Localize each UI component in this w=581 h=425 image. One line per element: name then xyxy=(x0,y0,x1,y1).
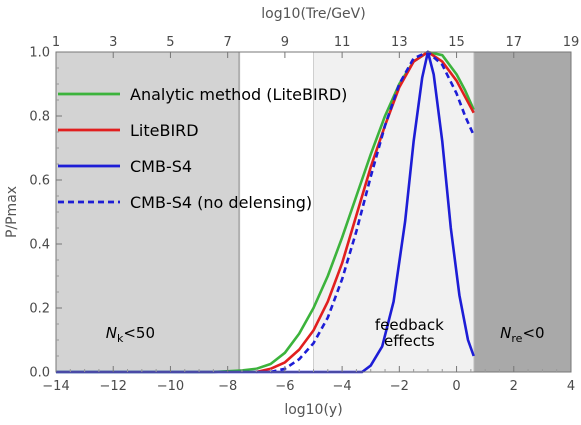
bottom-axis-ticks: −14 −12 −10 −8 −6 −4 −2 0 2 4 xyxy=(42,366,575,394)
top-axis-label: log10(Tre/GeV) xyxy=(261,6,365,22)
region-label: Nk<50 xyxy=(106,324,155,345)
legend: Analytic method (LiteBIRD) LiteBIRD CMB-S4… xyxy=(58,85,347,212)
region-2 xyxy=(473,52,571,372)
legend-label-3: CMB-S4 (no delensing) xyxy=(130,193,312,212)
x-tick-label: 0 xyxy=(452,379,460,394)
y-tick-label: 0.4 xyxy=(29,238,50,253)
x-axis-label: log10(y) xyxy=(284,402,342,418)
x-tick-label: −6 xyxy=(275,379,294,394)
y-tick-label: 0.8 xyxy=(29,110,50,125)
top-tick-label: 11 xyxy=(334,35,351,50)
top-tick-label: 9 xyxy=(281,35,289,50)
x-tick-label: 2 xyxy=(510,379,518,394)
top-axis-ticks: 1 3 5 7 9 11 13 15 17 19 xyxy=(52,35,579,58)
top-tick-label: 17 xyxy=(506,35,523,50)
legend-label-0: Analytic method (LiteBIRD) xyxy=(130,85,347,104)
region-0 xyxy=(56,52,240,372)
legend-label-1: LiteBIRD xyxy=(130,121,199,140)
x-tick-label: −14 xyxy=(42,379,69,394)
x-tick-label: −12 xyxy=(100,379,127,394)
series-lines xyxy=(56,50,475,374)
top-tick-label: 7 xyxy=(224,35,232,50)
y-tick-label: 1.0 xyxy=(29,46,50,61)
series-line-1 xyxy=(256,50,475,374)
top-tick-label: 1 xyxy=(52,35,60,50)
series-line-3 xyxy=(270,50,475,374)
y-tick-label: 0.6 xyxy=(29,174,50,189)
top-tick-label: 3 xyxy=(109,35,117,50)
region-label-line: effects xyxy=(384,332,435,350)
region-label: Nre<0 xyxy=(500,324,544,345)
region-label-line: feedback xyxy=(375,316,444,334)
top-tick-label: 13 xyxy=(391,35,408,50)
x-tick-label: −2 xyxy=(390,379,409,394)
y-axis-label: P/Pmax xyxy=(4,186,20,238)
top-tick-label: 5 xyxy=(166,35,174,50)
y-tick-label: 0.0 xyxy=(29,366,50,381)
x-tick-label: 4 xyxy=(567,379,575,394)
x-tick-label: −4 xyxy=(333,379,352,394)
legend-label-2: CMB-S4 xyxy=(130,157,192,176)
top-tick-label: 15 xyxy=(448,35,465,50)
x-tick-label: −8 xyxy=(218,379,237,394)
series-line-2 xyxy=(56,50,475,374)
top-tick-label: 19 xyxy=(563,35,580,50)
x-tick-label: −10 xyxy=(157,379,184,394)
left-axis-ticks: 0.0 0.2 0.4 0.6 0.8 1.0 xyxy=(29,46,62,381)
series-line-0 xyxy=(56,50,475,374)
y-tick-label: 0.2 xyxy=(29,302,50,317)
